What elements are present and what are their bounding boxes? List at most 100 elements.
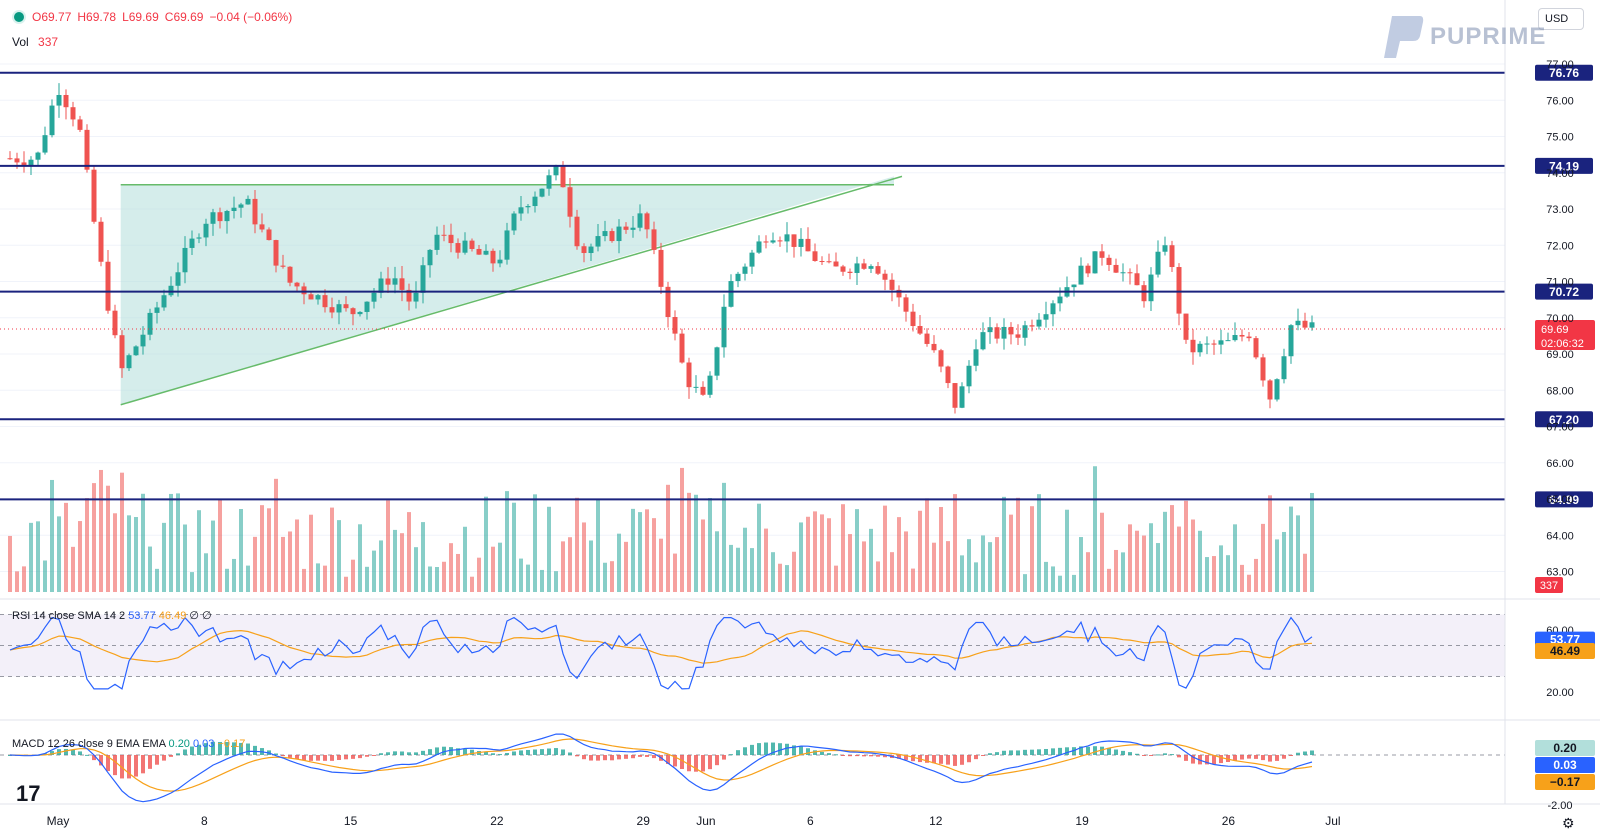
macd-histogram-bar [428,749,432,755]
volume-bar [617,533,621,592]
macd-histogram-bar [1121,750,1125,755]
settings-gear-icon[interactable]: ⚙ [1562,815,1575,831]
macd-histogram-bar [610,755,614,761]
macd-value-tag [1535,757,1595,773]
volume-bar [400,533,404,592]
time-tick-label: 22 [490,814,504,828]
macd-value-tag [1535,740,1595,756]
volume-legend: Vol 337 [12,35,58,49]
candle-body [630,227,636,230]
macd-histogram-bar [379,753,383,755]
macd-legend-signal: −0.17 [217,738,246,750]
volume-bar [211,520,215,592]
candle-body [868,266,874,269]
candle-body [91,169,97,222]
macd-histogram-bar [64,748,68,755]
candle-body [1232,335,1238,341]
candle-body [616,226,622,242]
candle-body [847,271,853,273]
candle-body [441,234,447,236]
volume-bar [1275,539,1279,592]
candle-body [1162,245,1168,252]
macd-histogram-bar [176,753,180,755]
rsi-legend[interactable]: RSI 14 close SMA 14 2 53.77 46.49 ∅ ∅ [12,609,212,622]
volume-bar [99,469,103,592]
volume-bar [666,484,670,592]
macd-histogram-bar [1100,746,1104,755]
macd-value-tag [1535,774,1595,790]
candle-body [203,223,209,238]
macd-histogram-bar [687,755,691,772]
candle-body [133,346,139,356]
candle-body [917,326,923,334]
candle-body [343,304,349,309]
macd-histogram-bar [386,752,390,755]
macd-histogram-bar [1079,746,1083,755]
macd-histogram-bar [1254,755,1258,759]
candle-body [945,366,951,384]
macd-histogram-bar [162,755,166,761]
macd-legend[interactable]: MACD 12 26 close 9 EMA EMA 0.20 0.03 −0.… [12,738,245,750]
time-tick-label: Jul [1325,814,1340,828]
volume-bar [652,518,656,592]
volume-label: Vol [12,35,29,49]
price-tick-label: 67.00 [1546,422,1574,434]
volume-bar [1261,523,1265,592]
volume-bar [1163,511,1167,592]
volume-bar [120,472,124,592]
candle-body [70,107,76,120]
volume-bar [687,492,691,592]
candle-body [707,375,713,395]
volume-bar [1289,506,1293,592]
volume-bar [1016,497,1020,592]
macd-histogram-bar [631,755,635,759]
macd-histogram-bar [393,751,397,755]
macd-histogram-bar [1240,755,1244,760]
macd-histogram-bar [442,746,446,755]
brand-watermark: PUPRIME [1380,14,1546,60]
volume-bar [960,555,964,592]
macd-histogram-bar [568,752,572,755]
volume-bar [176,493,180,592]
candle-body [21,162,27,166]
volume-bar [295,519,299,592]
tradingview-logo-icon[interactable]: 17 [16,781,41,806]
candle-body [1253,338,1259,358]
volume-bar [498,542,502,592]
macd-histogram-bar [1016,750,1020,755]
macd-histogram-bar [281,755,285,756]
macd-histogram-bar [519,750,523,755]
candle-body [889,279,895,290]
volume-bar [302,568,306,592]
current-price-label: 69.69 [1541,324,1569,336]
candle-body [483,250,489,255]
ohlc-legend: O69.77 H69.78 L69.69 C69.69 −0.04 (−0.06… [12,10,292,24]
volume-bar [463,526,467,592]
time-tick-label: 15 [344,814,358,828]
macd-histogram-bar [1156,754,1160,756]
volume-bar [1058,575,1062,592]
candle-body [84,129,90,170]
volume-bar [309,514,313,592]
currency-selector[interactable]: USD [1538,8,1584,30]
volume-bar [246,565,250,592]
triangle-pattern [120,175,903,406]
candle-body [427,249,433,266]
candle-body [560,166,566,188]
price-tick-label: 66.00 [1546,458,1574,470]
macd-histogram-bar [974,755,978,760]
candle-body [749,252,755,267]
volume-bar [1072,574,1076,592]
volume-bar [540,569,544,592]
volume-bar [1044,561,1048,592]
candlestick-series [7,83,1315,414]
candle-body [1015,334,1021,338]
volume-bar [680,467,684,592]
candle-body [1099,251,1105,258]
candle-body [1190,339,1196,353]
volume-bar [1268,495,1272,592]
macd-histogram-bar [680,755,684,770]
volume-value: 337 [38,35,59,49]
candle-body [882,273,888,280]
